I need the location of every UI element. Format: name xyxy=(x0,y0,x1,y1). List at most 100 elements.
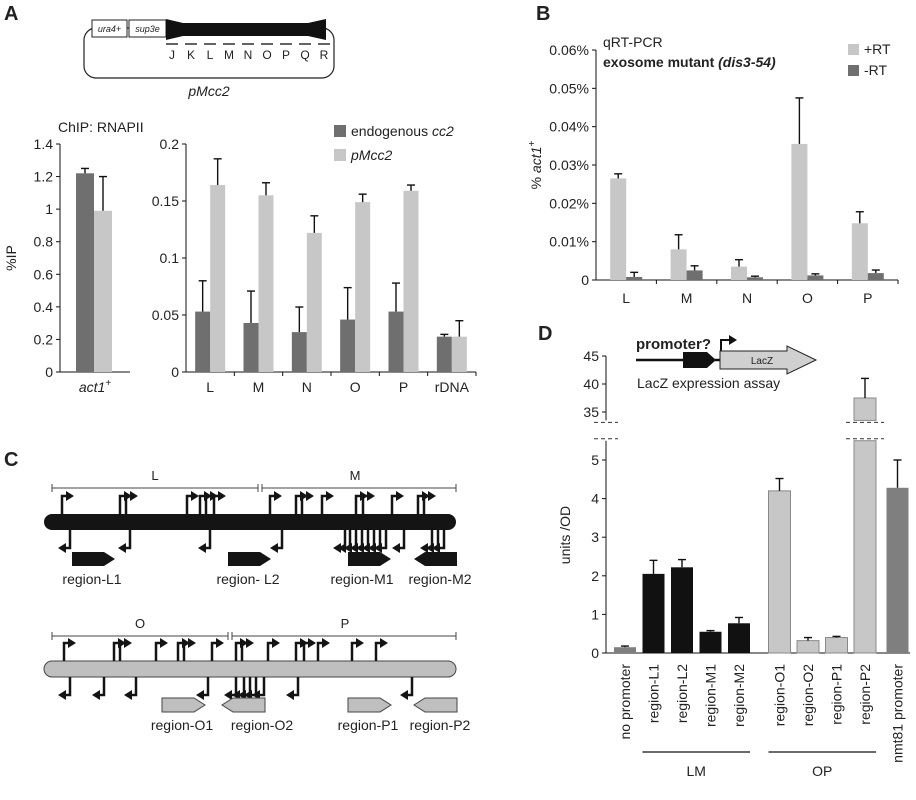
tss-arrow-icon xyxy=(407,677,414,697)
tss-arrow-icon xyxy=(182,641,189,661)
tss-arrow-icon xyxy=(154,641,161,661)
tss-arrow-icon xyxy=(203,677,210,697)
tss-arrowhead xyxy=(350,543,358,553)
y-tick-label: 3 xyxy=(591,529,599,545)
tss-arrow-icon xyxy=(198,494,205,514)
scale-label-m: M xyxy=(350,468,361,483)
bar xyxy=(243,322,259,372)
chart-title: ChIP: RNAPII xyxy=(58,119,144,135)
tss-arrowhead xyxy=(380,638,388,648)
bar xyxy=(340,319,356,372)
y-tick-label: 0.15 xyxy=(152,193,179,209)
y-tick-label: 40 xyxy=(583,376,599,392)
y-axis-label: % act1+ xyxy=(527,141,544,190)
y-tick-label: 0.6 xyxy=(34,266,54,282)
region-p1-arrow xyxy=(347,697,392,713)
y-tick-label: 0.01% xyxy=(549,234,589,250)
region-p1-label: region-P1 xyxy=(338,717,399,733)
bar xyxy=(731,266,747,280)
lacz-assay-label: LacZ expression assay xyxy=(637,375,780,391)
panel-letter-b: B xyxy=(536,3,550,25)
plasmid-name: pMcc2 xyxy=(187,83,229,99)
tss-arrowhead xyxy=(270,543,278,553)
tss-arrow-icon xyxy=(118,494,125,514)
plasmid-ura4-box xyxy=(91,19,128,38)
tss-arrowhead xyxy=(338,543,346,553)
plasmid-letter: K xyxy=(187,48,195,62)
bar xyxy=(796,640,820,654)
chromosome-bar-op xyxy=(43,660,457,678)
legend-swatch xyxy=(848,65,859,76)
tss-arrow-icon xyxy=(125,530,132,550)
legend-swatch xyxy=(334,149,346,161)
tss-arrowhead xyxy=(124,638,132,648)
x-tick-label: M xyxy=(253,379,265,395)
y-tick-label: 1 xyxy=(591,606,599,622)
legend-label: pMcc2 xyxy=(350,147,392,163)
legend-label: +RT xyxy=(864,41,891,57)
bar xyxy=(94,210,112,372)
plasmid-letter: P xyxy=(282,48,290,62)
x-tick-label: act1+ xyxy=(79,378,111,395)
x-tick-label: no promoter xyxy=(617,664,633,740)
tss-arrow-icon xyxy=(399,530,406,550)
y-tick-label: 0.02% xyxy=(549,195,589,211)
bar xyxy=(686,270,703,280)
x-tick-label: O xyxy=(802,290,813,306)
panel-letter-c: C xyxy=(4,449,18,471)
tss-arrowhead xyxy=(118,543,126,553)
bar xyxy=(451,336,467,372)
region-m2-label: region-M2 xyxy=(408,571,471,587)
region-l2-arrow xyxy=(228,552,271,566)
chart-b-qrtpcr: 0 0.01% 0.02% 0.03% 0.04% 0.05% 0.06% qRT-PCR ex… xyxy=(527,34,899,306)
bar xyxy=(791,143,808,280)
bar xyxy=(210,185,226,372)
tss-arrow-icon xyxy=(212,494,219,514)
tss-arrowhead xyxy=(344,543,352,553)
lacz-gene-arrow xyxy=(719,345,818,375)
y-tick-label: 0 xyxy=(591,645,599,661)
x-tick-label: L xyxy=(206,379,214,395)
plasmid-letter: O xyxy=(262,48,271,62)
bar xyxy=(670,249,687,280)
chart-subtitle: exosome mutant (dis3-54) xyxy=(603,54,776,70)
y-tick-label: 0.2 xyxy=(160,136,180,152)
bar xyxy=(195,311,211,372)
region-o1-label: region-O1 xyxy=(151,717,213,733)
y-tick-label: 0.8 xyxy=(34,234,54,250)
bar xyxy=(825,637,848,654)
tss-arrowhead xyxy=(420,543,428,553)
tss-arrow-icon xyxy=(277,530,284,550)
tss-arrow-icon xyxy=(124,494,131,514)
y-axis-label: %IP xyxy=(3,245,19,271)
y-tick-label: 0.06% xyxy=(549,42,589,58)
bar xyxy=(768,490,791,654)
bar-upper xyxy=(853,397,877,421)
tss-arrow-icon xyxy=(381,530,388,550)
tss-arrow-icon xyxy=(259,677,266,697)
y-tick-label: 1 xyxy=(45,201,53,217)
x-tick-label: region-M2 xyxy=(731,664,747,727)
plasmid-ura4-label: ura4+ xyxy=(98,24,121,34)
bar xyxy=(886,487,909,653)
tss-arrow-icon xyxy=(361,494,368,514)
y-tick-label: 0.03% xyxy=(549,157,589,173)
x-tick-label: region-M1 xyxy=(703,664,719,727)
tss-arrow-icon xyxy=(99,677,106,697)
lacz-gene-label: LacZ xyxy=(751,356,773,367)
tss-arrowhead xyxy=(216,638,224,648)
y-tick-label: 45 xyxy=(583,348,599,364)
tss-arrowhead xyxy=(58,690,66,700)
tss-arrowhead xyxy=(130,491,138,501)
tss-arrowhead xyxy=(400,690,408,700)
x-tick-label: rDNA xyxy=(435,379,470,395)
tss-arrowhead xyxy=(428,491,436,501)
tss-arrows-lm xyxy=(58,491,446,553)
x-tick-label: nmt81 promoter xyxy=(890,664,906,763)
panel-letter-d: D xyxy=(538,323,552,345)
bar xyxy=(728,623,750,653)
tss-arrow-icon xyxy=(176,641,183,661)
